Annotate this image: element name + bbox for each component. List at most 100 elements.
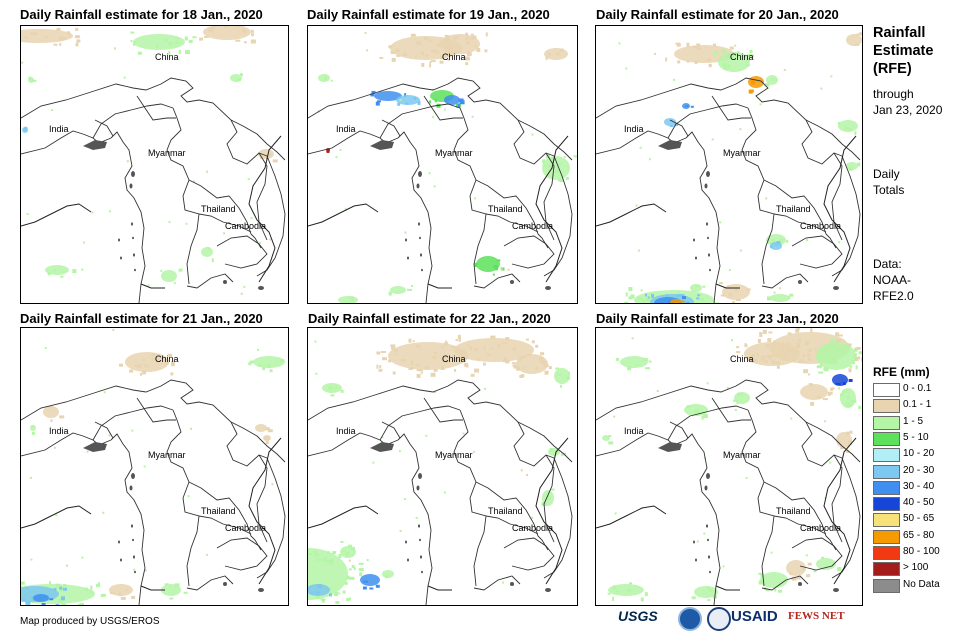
country-border [503, 537, 555, 571]
rain-speckle [239, 73, 243, 77]
country-label-india: India [336, 426, 356, 436]
rain-speckle [223, 26, 228, 29]
rain-speckle [49, 581, 51, 585]
rain-speckle [751, 354, 755, 358]
island [419, 236, 421, 240]
rain-speckle [144, 364, 149, 368]
country-label-cambodia: Cambodia [800, 523, 841, 533]
rain-speckle [57, 600, 63, 604]
country-border [186, 273, 234, 289]
rain-speckle [424, 366, 430, 370]
rain-speckle [846, 431, 850, 435]
island [407, 558, 409, 562]
rain-speckle [830, 387, 835, 390]
rain-speckle [470, 33, 474, 36]
rain-speckle [41, 603, 46, 605]
rain-speckle [677, 290, 681, 293]
rain-speckle [257, 348, 260, 351]
rain-speckle [713, 50, 718, 55]
rain-speckle [458, 98, 464, 102]
rain-blob [21, 586, 59, 602]
rain-speckle [388, 45, 393, 49]
rain-speckle [731, 339, 733, 342]
rain-speckle [59, 589, 63, 592]
rain-speckle [459, 100, 465, 105]
rain-speckle [397, 102, 401, 106]
rain-speckle [842, 339, 845, 343]
rain-speckle [455, 339, 459, 342]
rain-speckle [496, 260, 499, 262]
country-border [669, 421, 689, 439]
rain-speckle [535, 344, 539, 348]
rain-speckle [829, 360, 835, 364]
rain-speckle [109, 592, 115, 595]
rain-speckle [326, 551, 330, 555]
rain-speckle [826, 357, 832, 362]
rain-speckle [55, 514, 58, 517]
rain-speckle [433, 368, 438, 372]
rain-speckle [453, 359, 458, 362]
rain-speckle [540, 352, 545, 356]
rain-blob [161, 270, 177, 282]
coastline [596, 203, 667, 227]
rain-speckle [425, 434, 428, 437]
rain-speckle [151, 353, 155, 357]
rain-speckle [315, 591, 320, 595]
rain-speckle [720, 294, 725, 297]
rain-speckle [350, 297, 354, 301]
rain-speckle [770, 551, 773, 554]
rain-speckle [573, 155, 577, 158]
coastline [535, 135, 569, 283]
rain-speckle [171, 361, 175, 366]
rain-speckle [676, 294, 682, 298]
rain-speckle [772, 573, 775, 578]
rain-speckle [735, 299, 741, 302]
rain-speckle [714, 302, 720, 303]
rain-speckle [616, 357, 619, 361]
rain-speckle [441, 346, 445, 349]
island [798, 280, 802, 284]
rain-speckle [847, 395, 850, 399]
legend-label: 80 - 100 [903, 546, 940, 557]
rain-speckle [734, 288, 739, 291]
dhs-seal-logo [707, 607, 731, 631]
rain-blob [201, 247, 213, 257]
rain-speckle [131, 429, 134, 432]
rain-speckle [308, 586, 310, 590]
rain-blob [390, 286, 406, 294]
rain-speckle [526, 338, 529, 341]
data-line3: RFE2.0 [873, 289, 914, 303]
country-label-thailand: Thailand [201, 204, 236, 214]
rain-speckle [707, 599, 711, 602]
country-border [397, 131, 433, 303]
rain-speckle [640, 289, 643, 292]
rainfall-map-jan20: China India Myanmar Thailand Cambodia [595, 25, 863, 304]
country-label-myanmar: Myanmar [148, 450, 186, 460]
rain-speckle [469, 346, 473, 351]
rain-speckle [726, 285, 730, 290]
legend-swatch [873, 464, 900, 479]
rain-speckle [75, 27, 79, 31]
rain-speckle [359, 572, 363, 577]
rain-speckle [60, 275, 64, 278]
data-line2: NOAA- [873, 273, 912, 287]
rain-speckle [174, 583, 180, 588]
country-border [230, 119, 286, 161]
country-border [136, 95, 176, 121]
rain-speckle [164, 38, 168, 42]
rain-speckle [72, 269, 77, 273]
rain-speckle [693, 45, 698, 48]
rain-speckle [429, 61, 432, 64]
country-border [517, 119, 573, 161]
island [798, 582, 802, 586]
rain-blob [770, 294, 790, 302]
rain-speckle [169, 597, 174, 600]
panel-title-jan22: Daily Rainfall estimate for 22 Jan., 202… [308, 311, 551, 326]
country-label-thailand: Thailand [488, 204, 523, 214]
island [709, 570, 711, 574]
rain-speckle [59, 42, 62, 46]
rain-speckle [612, 596, 614, 601]
country-border [381, 421, 401, 439]
rain-speckle [824, 420, 827, 423]
island [258, 286, 264, 290]
